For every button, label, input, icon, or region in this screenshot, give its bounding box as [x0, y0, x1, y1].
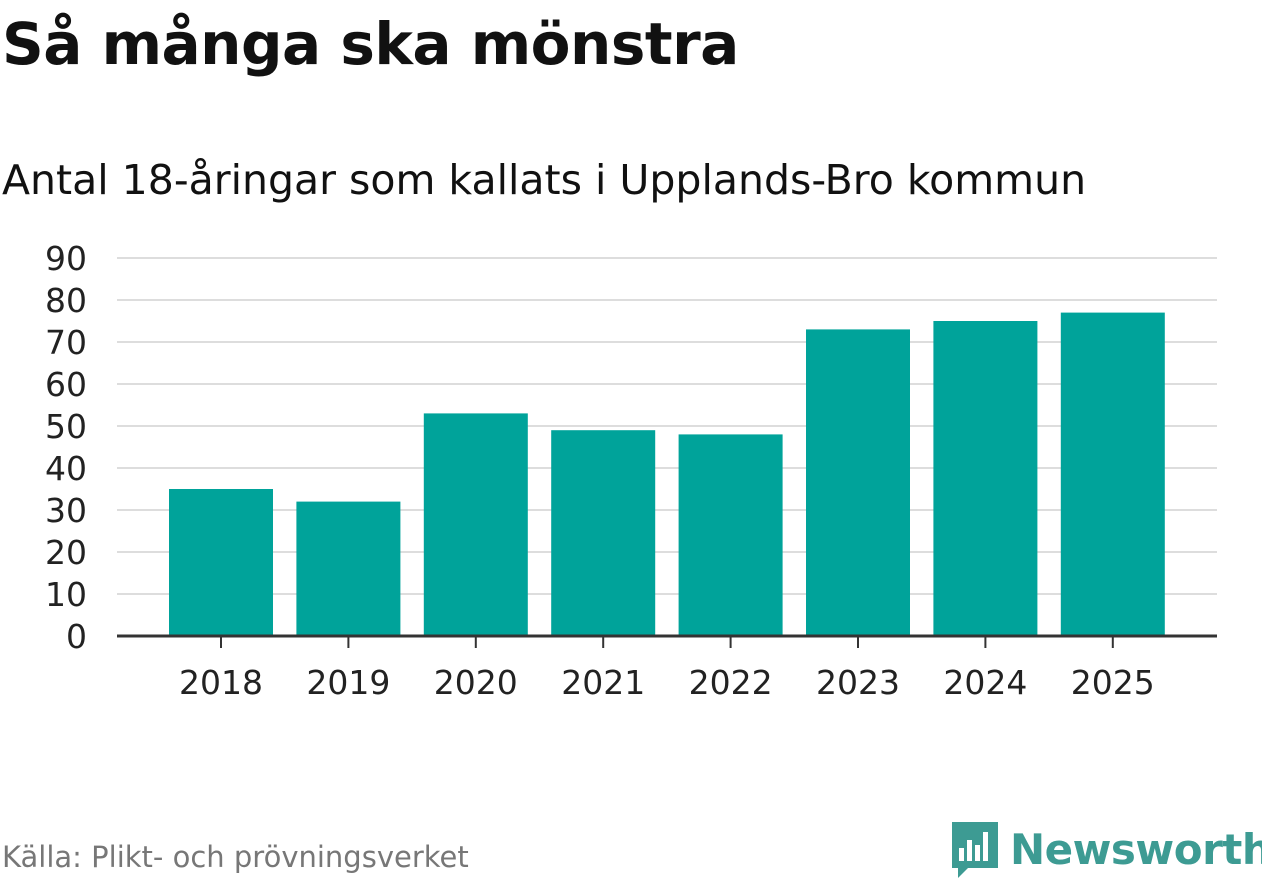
newsworthy-logo-icon — [952, 822, 998, 878]
bar-2023 — [806, 329, 910, 636]
x-tick-label: 2024 — [943, 663, 1027, 702]
x-tick-label: 2018 — [179, 663, 263, 702]
bar-2020 — [423, 413, 528, 636]
y-tick-label: 80 — [45, 281, 87, 320]
x-axis-ticks: 2018 2019 2020 2021 2022 2023 2024 2025 — [179, 663, 1155, 702]
chart-title: Så många ska mönstra — [2, 10, 739, 78]
x-tick-label: 2023 — [816, 663, 900, 702]
grid-lines — [117, 257, 1217, 595]
y-tick-label: 0 — [66, 617, 87, 656]
y-tick-label: 30 — [45, 491, 87, 530]
y-tick-label: 50 — [45, 407, 87, 446]
bar-2018 — [169, 489, 273, 636]
bar-2024 — [933, 321, 1038, 636]
bar-2025 — [1060, 312, 1165, 636]
bar-2021 — [551, 430, 656, 636]
brand-name: Newsworthy — [1010, 824, 1262, 874]
bar-2019 — [296, 501, 401, 636]
bars — [169, 312, 1165, 636]
chart-subtitle: Antal 18-åringar som kallats i Upplands-… — [2, 156, 1087, 204]
y-tick-label: 20 — [45, 533, 87, 572]
source-note: Källa: Plikt- och prövningsverket — [2, 840, 469, 874]
bar-2022 — [678, 434, 783, 636]
y-tick-label: 90 — [45, 239, 87, 278]
x-tick-label: 2019 — [306, 663, 390, 702]
x-tick-label: 2022 — [689, 663, 773, 702]
x-tick-label: 2021 — [561, 663, 645, 702]
y-tick-label: 70 — [45, 323, 87, 362]
y-tick-label: 60 — [45, 365, 87, 404]
y-tick-label: 10 — [45, 575, 87, 614]
x-axis — [117, 634, 1217, 648]
y-tick-label: 40 — [45, 449, 87, 488]
x-tick-label: 2020 — [434, 663, 518, 702]
x-tick-label: 2025 — [1071, 663, 1155, 702]
brand-logo: Newsworthy — [950, 818, 1262, 880]
